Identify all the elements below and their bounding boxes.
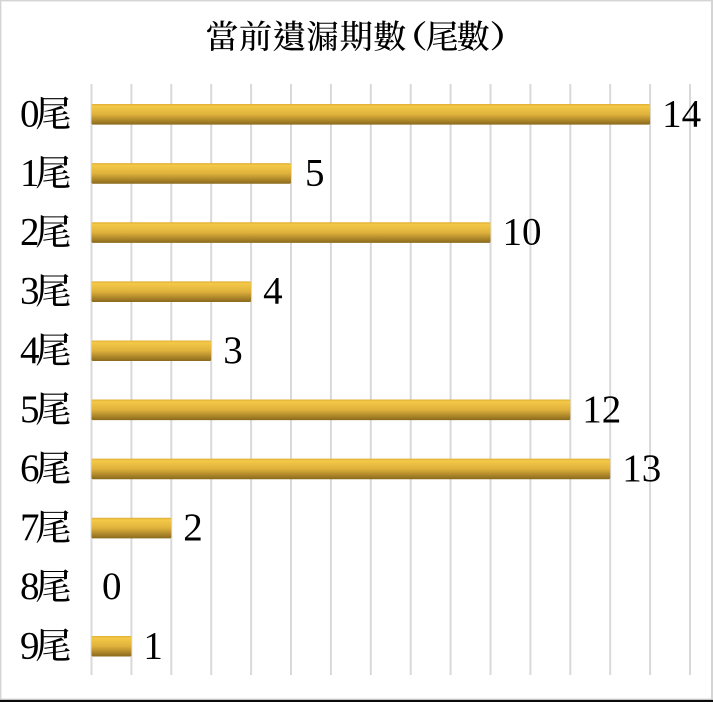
- svg-text:9: 9: [20, 624, 40, 667]
- svg-text:12: 12: [582, 388, 621, 431]
- svg-text:1: 1: [143, 624, 163, 667]
- svg-text:4: 4: [20, 329, 40, 372]
- svg-text:7: 7: [20, 506, 40, 549]
- svg-text:6: 6: [20, 447, 40, 490]
- svg-text:3: 3: [223, 329, 243, 372]
- svg-text:14: 14: [662, 92, 701, 135]
- svg-text:3: 3: [20, 270, 40, 313]
- svg-text:0: 0: [20, 92, 40, 135]
- svg-text:13: 13: [622, 447, 661, 490]
- svg-text:8: 8: [20, 565, 40, 608]
- svg-text:5: 5: [20, 388, 40, 431]
- svg-text:2: 2: [20, 211, 40, 254]
- svg-text:5: 5: [305, 152, 325, 195]
- svg-text:2: 2: [183, 506, 203, 549]
- svg-text:10: 10: [503, 211, 542, 254]
- svg-text:4: 4: [263, 270, 283, 313]
- svg-text:0: 0: [102, 565, 122, 608]
- svg-text:1: 1: [20, 152, 40, 195]
